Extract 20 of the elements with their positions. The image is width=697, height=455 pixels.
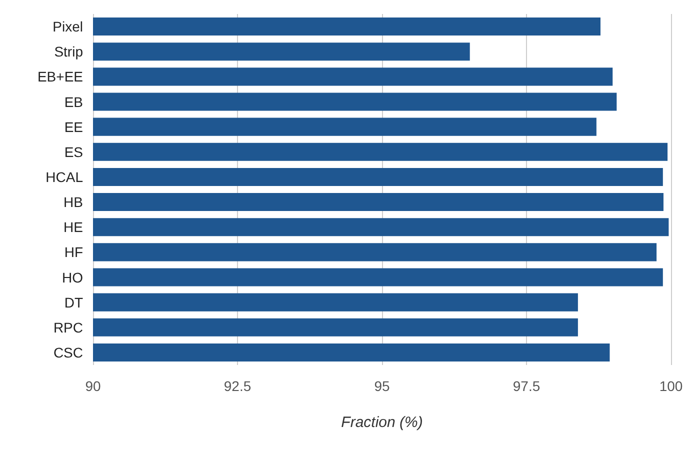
- y-tick-label: CSC: [53, 344, 83, 360]
- x-tick-label: 97.5: [512, 378, 540, 394]
- y-tick-label: HF: [64, 244, 83, 260]
- y-tick-label: Strip: [54, 44, 84, 60]
- y-tick-label: DT: [64, 294, 84, 310]
- y-tick-label: ES: [64, 144, 83, 160]
- y-tick-label: EB: [64, 94, 83, 110]
- x-tick-label: 92.5: [224, 378, 252, 394]
- x-tick-label: 100: [659, 378, 683, 394]
- x-axis-title: Fraction (%): [341, 414, 423, 431]
- y-tick-label: HE: [64, 219, 83, 236]
- y-tick-label: HCAL: [46, 168, 84, 185]
- y-tick-label: HB: [64, 194, 83, 210]
- y-tick-label: EE: [64, 118, 83, 135]
- x-tick-label: 90: [85, 378, 101, 394]
- x-tick-label: 95: [374, 378, 390, 394]
- y-tick-label: EB+EE: [37, 68, 83, 85]
- y-tick-label: Pixel: [52, 18, 83, 35]
- y-tick-label: HO: [62, 269, 84, 286]
- y-tick-label: RPC: [53, 319, 83, 336]
